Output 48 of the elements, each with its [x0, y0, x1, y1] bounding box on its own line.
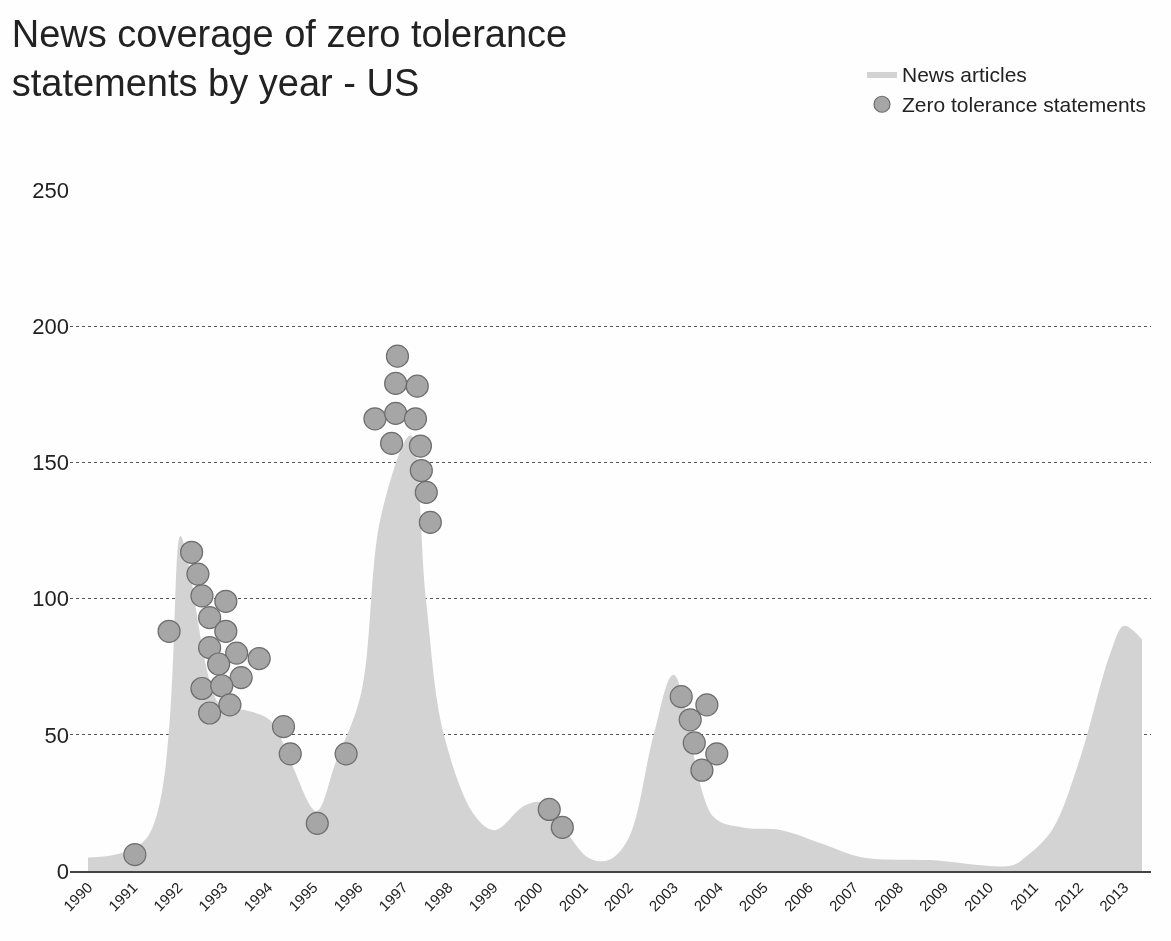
- point: [247, 646, 271, 671]
- point: [190, 584, 214, 608]
- point: [409, 458, 433, 483]
- point: [408, 434, 433, 458]
- point: [403, 407, 428, 431]
- point: [384, 401, 408, 425]
- point: [214, 589, 238, 613]
- point: [157, 619, 181, 643]
- point: [414, 480, 438, 504]
- point: [405, 374, 429, 398]
- point: [190, 676, 214, 701]
- point: [682, 731, 706, 755]
- point: [418, 510, 442, 534]
- point: [278, 742, 302, 766]
- y-tick-label: 0: [56, 858, 69, 884]
- point: [123, 843, 147, 867]
- legend-label: News articles: [902, 63, 1027, 87]
- y-tick-label: 200: [32, 313, 69, 339]
- point: [678, 708, 702, 732]
- point: [705, 742, 729, 766]
- point: [207, 652, 231, 676]
- y-tick-label: 150: [32, 450, 69, 476]
- point: [218, 693, 242, 717]
- point: [198, 606, 222, 630]
- point: [186, 562, 210, 586]
- y-tick-label: 100: [32, 586, 69, 612]
- chart-title: News coverage of zero tolerance statements by year - US: [11, 13, 568, 105]
- legend-label: Zero tolerance statements: [902, 93, 1146, 117]
- point: [214, 619, 238, 643]
- point: [180, 540, 204, 564]
- point: [380, 431, 404, 455]
- point: [690, 758, 714, 782]
- point: [537, 797, 561, 822]
- point: [384, 371, 408, 395]
- point: [305, 811, 329, 835]
- y-tick-label: 50: [44, 722, 69, 748]
- point: [363, 407, 387, 431]
- point: [385, 344, 410, 368]
- point: [695, 693, 719, 717]
- point: [225, 641, 249, 665]
- point: [271, 715, 296, 739]
- point: [198, 701, 222, 725]
- y-tick-label: 250: [32, 177, 69, 203]
- point: [229, 666, 253, 690]
- point: [550, 815, 574, 840]
- point: [669, 685, 693, 709]
- point: [334, 742, 358, 766]
- point: [210, 674, 234, 698]
